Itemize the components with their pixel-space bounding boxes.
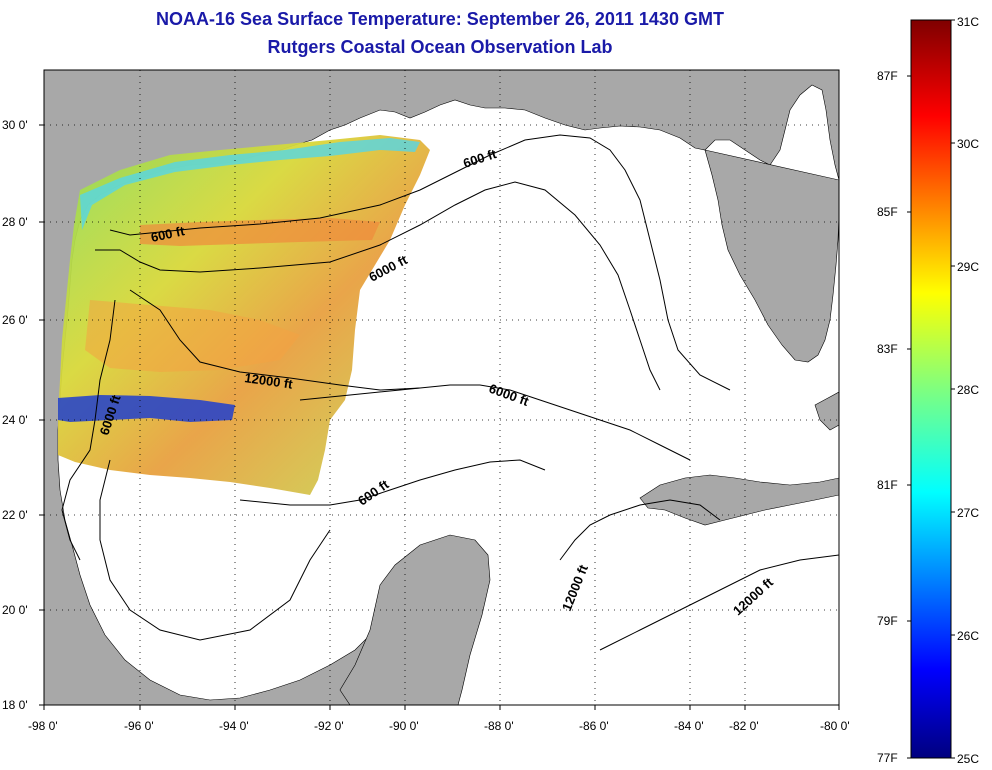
colorbar-fahrenheit-label: 83F bbox=[877, 342, 898, 356]
colorbar-celsius-label: 30C bbox=[957, 137, 979, 151]
land-bahamas bbox=[814, 391, 839, 431]
colorbar-celsius-label: 31C bbox=[957, 15, 979, 29]
tick-marks bbox=[39, 124, 840, 710]
sst-coastal-strip bbox=[80, 138, 420, 230]
colorbar-fahrenheit-label: 77F bbox=[877, 751, 898, 765]
colorbar-celsius-label: 29C bbox=[957, 260, 979, 274]
land-florida bbox=[704, 149, 839, 363]
colorbar-celsius-label: 25C bbox=[957, 752, 979, 766]
contour-12000ft-west bbox=[129, 289, 421, 391]
lat-tick-label: 30 0' bbox=[2, 118, 28, 132]
contour-12000ft-east bbox=[559, 499, 721, 561]
colorbar-ticks bbox=[907, 19, 955, 759]
sst-warm-patch-2 bbox=[85, 300, 300, 372]
lat-tick-label: 22 0' bbox=[2, 508, 28, 522]
contour-600ft-shelf bbox=[109, 134, 731, 391]
bathymetry-contours bbox=[61, 134, 839, 651]
colorbar-fahrenheit-label: 85F bbox=[877, 205, 898, 219]
lon-tick-label: -84 0' bbox=[674, 719, 704, 733]
gridlines bbox=[44, 70, 839, 705]
lon-tick-label: -88 0' bbox=[484, 719, 514, 733]
contour-label: 600 ft bbox=[150, 223, 187, 245]
contour-600ft-south bbox=[239, 459, 546, 506]
colorbar-fahrenheit-label: 79F bbox=[877, 614, 898, 628]
sst-warm-patch bbox=[140, 218, 380, 246]
colorbar-fahrenheit-label: 81F bbox=[877, 478, 898, 492]
colorbar-celsius-label: 26C bbox=[957, 629, 979, 643]
lon-tick-label: -86 0' bbox=[579, 719, 609, 733]
contour-label: 12000 ft bbox=[244, 370, 295, 392]
lon-tick-label: -98 0' bbox=[28, 719, 58, 733]
lon-tick-label: -96 0' bbox=[124, 719, 154, 733]
colorbar bbox=[910, 19, 952, 759]
lat-tick-label: 28 0' bbox=[2, 215, 28, 229]
contour-12000ft-caribbean bbox=[599, 554, 839, 651]
lat-tick-label: 20 0' bbox=[2, 603, 28, 617]
lat-tick-label: 24 0' bbox=[2, 413, 28, 427]
land-yucatan bbox=[339, 534, 491, 705]
lon-tick-label: -90 0' bbox=[389, 719, 419, 733]
lon-tick-label: -82 0' bbox=[729, 719, 759, 733]
lat-tick-label: 26 0' bbox=[2, 313, 28, 327]
contour-6000ft-south bbox=[299, 384, 691, 461]
lat-tick-label: 18 0' bbox=[2, 698, 28, 712]
contour-shelf-west bbox=[99, 459, 331, 641]
land-cuba bbox=[639, 474, 839, 526]
contour-6000ft bbox=[95, 181, 661, 391]
contour-6000ft-sw bbox=[61, 299, 116, 561]
map-subtitle: Rutgers Coastal Ocean Observation Lab bbox=[267, 37, 613, 57]
plot-frame bbox=[43, 69, 840, 706]
lon-tick-label: -94 0' bbox=[219, 719, 249, 733]
sst-cool-band bbox=[58, 395, 235, 422]
colorbar-celsius-label: 27C bbox=[957, 506, 979, 520]
lon-tick-label: -92 0' bbox=[314, 719, 344, 733]
colorbar-fahrenheit-label: 87F bbox=[877, 69, 898, 83]
lon-tick-label: -80 0' bbox=[820, 719, 850, 733]
map-title: NOAA-16 Sea Surface Temperature: Septemb… bbox=[156, 9, 724, 29]
colorbar-celsius-label: 28C bbox=[957, 383, 979, 397]
